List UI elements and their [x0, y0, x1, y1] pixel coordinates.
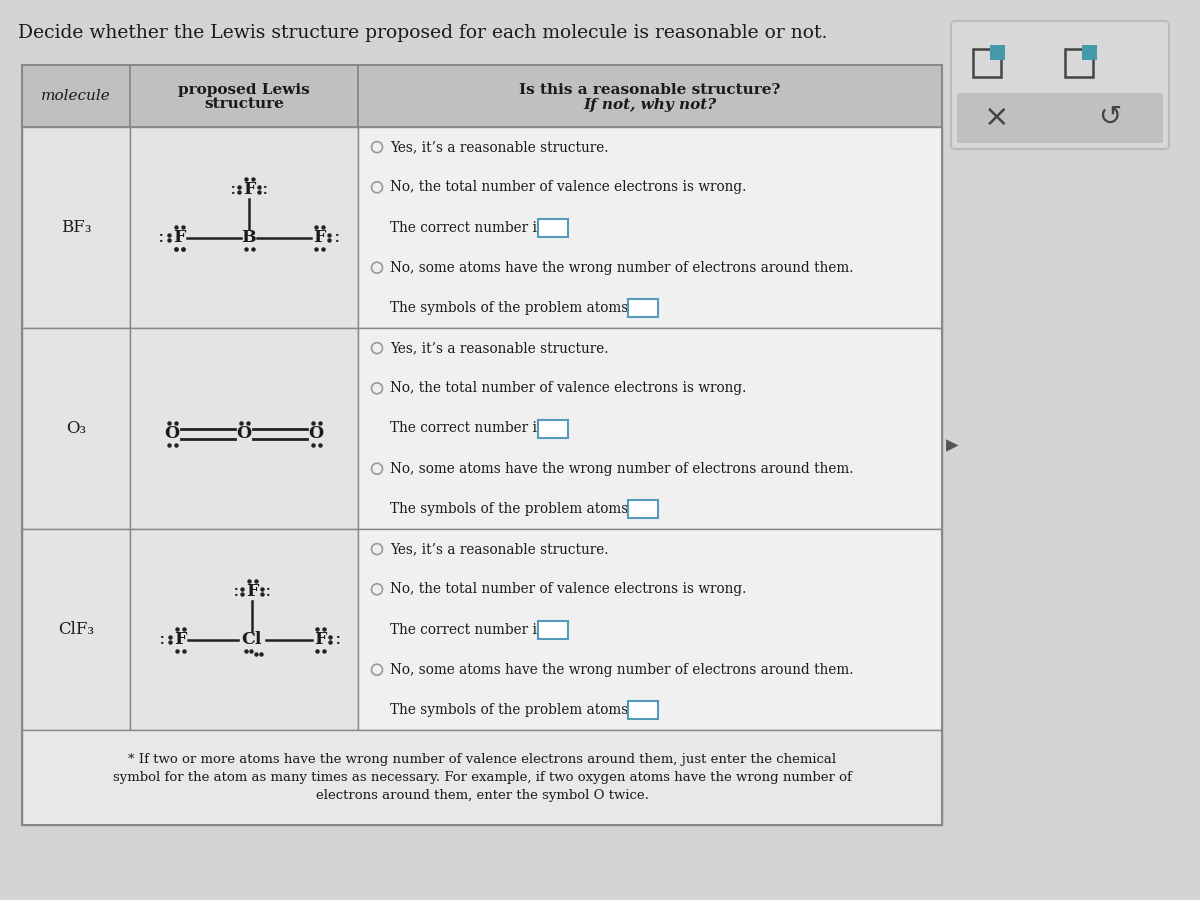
- Text: :: :: [233, 582, 239, 600]
- Text: ▸: ▸: [946, 433, 959, 457]
- Text: :: :: [158, 631, 166, 649]
- Text: The symbols of the problem atoms are:: The symbols of the problem atoms are:: [390, 301, 660, 315]
- Text: ×: ×: [984, 103, 1009, 131]
- Text: F: F: [174, 631, 186, 648]
- Text: :: :: [334, 229, 341, 247]
- Text: :: :: [229, 181, 236, 199]
- Text: The symbols of the problem atoms are:: The symbols of the problem atoms are:: [390, 502, 660, 516]
- Text: :: :: [157, 229, 164, 247]
- Bar: [22, 730, 942, 825]
- Text: :: :: [265, 582, 271, 600]
- Bar: [130, 65, 358, 127]
- Text: Yes, it’s a reasonable structure.: Yes, it’s a reasonable structure.: [390, 542, 608, 556]
- Text: No, the total number of valence electrons is wrong.: No, the total number of valence electron…: [390, 582, 746, 597]
- Bar: [538, 620, 568, 638]
- Text: No, the total number of valence electrons is wrong.: No, the total number of valence electron…: [390, 180, 746, 194]
- Bar: [358, 328, 942, 529]
- Text: F: F: [313, 229, 325, 246]
- Bar: [538, 219, 568, 237]
- Text: O: O: [236, 425, 252, 442]
- Bar: [538, 419, 568, 437]
- Text: If not, why not?: If not, why not?: [583, 98, 716, 112]
- Text: ↺: ↺: [1098, 103, 1122, 131]
- Bar: [1082, 45, 1097, 60]
- Text: No, some atoms have the wrong number of electrons around them.: No, some atoms have the wrong number of …: [390, 662, 853, 677]
- Text: :: :: [262, 181, 269, 199]
- Text: No, some atoms have the wrong number of electrons around them.: No, some atoms have the wrong number of …: [390, 261, 853, 274]
- Text: The symbols of the problem atoms are:: The symbols of the problem atoms are:: [390, 703, 660, 717]
- Bar: [628, 299, 658, 317]
- Text: Yes, it’s a reasonable structure.: Yes, it’s a reasonable structure.: [390, 341, 608, 356]
- Bar: [130, 127, 358, 328]
- Bar: [990, 45, 1006, 60]
- Text: F: F: [242, 181, 256, 198]
- Text: Yes, it’s a reasonable structure.: Yes, it’s a reasonable structure.: [390, 140, 608, 154]
- Text: * If two or more atoms have the wrong number of valence electrons around them, j: * If two or more atoms have the wrong nu…: [113, 753, 852, 802]
- Text: B: B: [241, 229, 257, 246]
- Text: The correct number is:: The correct number is:: [390, 421, 548, 436]
- Text: F: F: [314, 631, 326, 648]
- Text: structure: structure: [204, 97, 284, 111]
- Text: F: F: [246, 583, 258, 600]
- Text: O: O: [164, 425, 180, 442]
- Bar: [358, 529, 942, 730]
- Bar: [22, 65, 130, 127]
- Bar: [1066, 49, 1093, 77]
- Text: The correct number is:: The correct number is:: [390, 220, 548, 235]
- Text: Is this a reasonable structure?: Is this a reasonable structure?: [520, 83, 781, 97]
- Text: BF₃: BF₃: [61, 219, 91, 236]
- FancyBboxPatch shape: [952, 21, 1169, 149]
- Bar: [628, 500, 658, 518]
- Text: proposed Lewis: proposed Lewis: [178, 83, 310, 97]
- Bar: [130, 529, 358, 730]
- Bar: [22, 65, 942, 825]
- Text: F: F: [173, 229, 185, 246]
- Text: No, the total number of valence electrons is wrong.: No, the total number of valence electron…: [390, 382, 746, 395]
- Bar: [958, 93, 1163, 143]
- Text: O: O: [308, 425, 324, 442]
- Bar: [358, 127, 942, 328]
- Bar: [973, 49, 1001, 77]
- Bar: [628, 701, 658, 719]
- Text: Cl: Cl: [241, 631, 263, 648]
- Bar: [358, 65, 942, 127]
- Text: :: :: [335, 631, 341, 649]
- Bar: [22, 529, 130, 730]
- Text: Decide whether the Lewis structure proposed for each molecule is reasonable or n: Decide whether the Lewis structure propo…: [18, 24, 827, 42]
- Text: The correct number is:: The correct number is:: [390, 623, 548, 636]
- Text: O₃: O₃: [66, 420, 86, 437]
- Text: molecule: molecule: [41, 89, 110, 103]
- Bar: [22, 127, 130, 328]
- Text: ClF₃: ClF₃: [58, 621, 94, 638]
- Text: No, some atoms have the wrong number of electrons around them.: No, some atoms have the wrong number of …: [390, 462, 853, 476]
- Bar: [22, 328, 130, 529]
- Bar: [130, 328, 358, 529]
